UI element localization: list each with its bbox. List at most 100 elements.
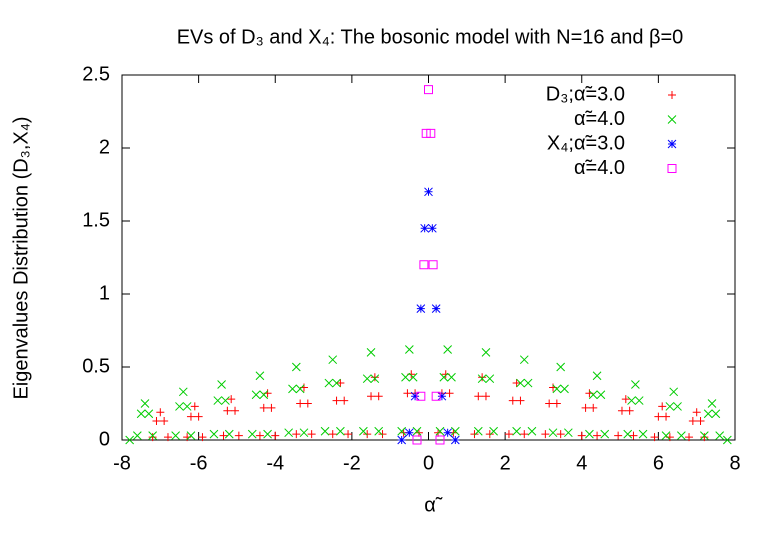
data-point	[685, 433, 694, 442]
data-point	[408, 372, 418, 382]
data-point	[148, 433, 157, 442]
data-point	[163, 433, 172, 442]
data-point	[366, 348, 376, 357]
data-point	[673, 402, 682, 411]
data-point	[523, 378, 533, 388]
data-point	[520, 430, 529, 439]
data-point	[296, 399, 305, 408]
legend-marker	[667, 139, 677, 149]
data-point	[661, 431, 671, 440]
data-point	[171, 431, 180, 440]
data-point	[424, 187, 433, 197]
data-point	[198, 433, 207, 442]
legend-marker	[667, 164, 677, 173]
data-point	[403, 389, 412, 398]
data-point	[638, 429, 648, 439]
data-point	[478, 373, 487, 382]
data-point	[556, 362, 566, 372]
data-point	[592, 371, 602, 381]
data-point	[288, 384, 297, 394]
legend-label: D₃;α̃=3.0	[546, 83, 625, 105]
data-point	[696, 417, 705, 426]
data-point	[545, 399, 554, 408]
data-point	[560, 384, 569, 394]
data-point	[552, 399, 561, 408]
data-point	[182, 402, 192, 411]
data-point	[332, 378, 341, 388]
data-point	[614, 431, 623, 440]
y-tick-label: 2.5	[82, 63, 110, 85]
data-point	[328, 430, 337, 439]
data-point	[401, 372, 410, 382]
data-point	[328, 355, 338, 365]
data-point	[519, 355, 529, 365]
data-point	[217, 380, 226, 389]
x-tick-label: 0	[423, 452, 434, 474]
data-point	[412, 435, 422, 445]
data-point	[420, 223, 430, 233]
data-point	[631, 380, 640, 389]
data-point	[485, 374, 495, 384]
data-point	[370, 373, 379, 382]
data-point	[410, 391, 420, 401]
data-point	[344, 430, 353, 439]
data-point	[160, 417, 169, 426]
data-point	[362, 374, 372, 384]
x-axis-label: α̃	[424, 494, 443, 516]
data-point	[699, 431, 709, 440]
data-point	[332, 396, 341, 405]
legend-label: α̃=4.0	[574, 108, 625, 130]
data-point	[443, 428, 453, 438]
data-point	[156, 408, 165, 417]
data-point	[209, 429, 219, 439]
legend-label: X₄;α̃=3.0	[547, 132, 625, 154]
data-point	[617, 406, 626, 415]
data-point	[140, 399, 150, 408]
data-point	[593, 431, 602, 440]
data-point	[621, 395, 630, 404]
data-point	[596, 390, 606, 400]
data-point	[435, 426, 445, 436]
data-point	[295, 384, 305, 394]
data-point	[450, 435, 460, 445]
data-point	[255, 371, 265, 381]
x-tick-label: -8	[113, 452, 131, 474]
data-point	[577, 431, 586, 440]
data-point	[267, 403, 276, 412]
data-point	[677, 431, 686, 440]
data-point	[669, 387, 679, 397]
data-point	[662, 412, 671, 421]
data-point	[231, 406, 240, 415]
data-point	[378, 430, 387, 439]
chart-title: EVs of D₃ and X₄: The bosonic model with…	[177, 26, 684, 48]
data-point	[320, 426, 330, 436]
data-point	[489, 426, 498, 436]
data-point	[548, 428, 558, 438]
data-point	[404, 428, 414, 438]
data-point	[404, 345, 414, 354]
data-point	[336, 379, 345, 388]
data-point	[450, 426, 460, 436]
data-point	[303, 399, 312, 408]
data-point	[397, 426, 407, 436]
data-point	[259, 390, 269, 400]
x-tick-label: 4	[576, 452, 587, 474]
data-point	[556, 430, 565, 439]
data-point	[512, 426, 521, 436]
data-point	[292, 430, 301, 439]
legend-marker	[668, 91, 676, 99]
data-point	[703, 409, 713, 419]
data-point	[627, 396, 636, 405]
data-point	[431, 391, 441, 401]
x-tick-label: -2	[343, 452, 361, 474]
data-point	[665, 402, 675, 411]
data-point	[700, 433, 709, 442]
data-point	[654, 412, 663, 421]
data-point	[563, 428, 573, 438]
data-point	[589, 403, 598, 412]
data-point	[711, 409, 721, 419]
data-point	[625, 406, 634, 415]
data-point	[443, 345, 453, 354]
data-point	[227, 395, 236, 404]
